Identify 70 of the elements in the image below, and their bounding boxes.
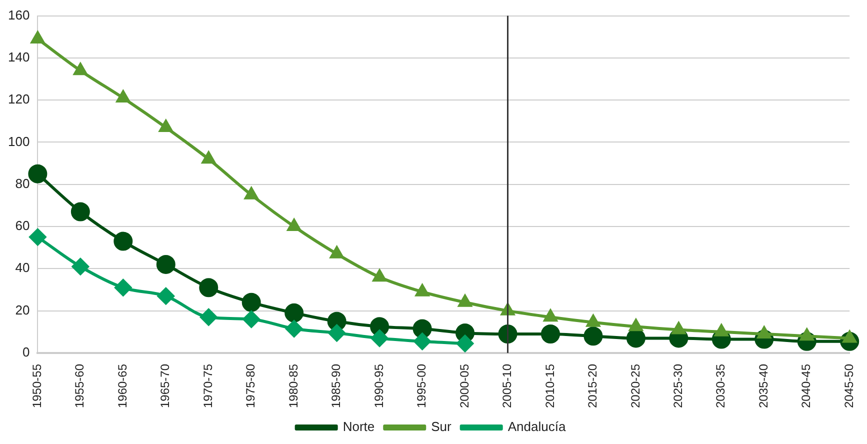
point xyxy=(200,308,218,326)
point xyxy=(29,228,46,246)
legend-label: Andalucía xyxy=(508,419,566,434)
point xyxy=(584,326,603,346)
x-tick-label: 2025-30 xyxy=(670,364,685,408)
point xyxy=(156,254,176,274)
point xyxy=(371,330,388,347)
point xyxy=(414,332,431,350)
x-tick-label: 1955-60 xyxy=(72,364,87,408)
point xyxy=(116,90,130,102)
x-tick-label: 2000-05 xyxy=(457,364,472,408)
y-tick-label: 140 xyxy=(8,50,30,65)
x-tick-label: 1980-85 xyxy=(286,364,300,408)
x-tick-label: 2015-20 xyxy=(586,364,600,408)
x-tick-label: 2040-45 xyxy=(799,364,814,408)
legend-label: Norte xyxy=(342,419,375,434)
x-tick-label: 1950-55 xyxy=(30,364,44,408)
point xyxy=(672,322,686,334)
x-tick-label: 1965-70 xyxy=(158,364,172,408)
point xyxy=(456,334,474,352)
point xyxy=(70,202,90,222)
point xyxy=(74,63,88,76)
point xyxy=(412,319,432,338)
point xyxy=(714,324,728,336)
point xyxy=(757,326,771,338)
y-tick-label: 80 xyxy=(15,176,30,191)
point xyxy=(244,187,258,200)
y-tick-label: 40 xyxy=(15,260,30,276)
x-tick-label: 1995-00 xyxy=(414,364,429,408)
point xyxy=(586,314,600,327)
point xyxy=(157,288,174,305)
y-tick-label: 60 xyxy=(15,218,30,234)
point xyxy=(284,303,304,322)
x-tick-label: 1970-75 xyxy=(200,364,215,408)
x-tick-label: 1960-65 xyxy=(115,364,130,408)
point xyxy=(30,31,44,44)
point xyxy=(72,258,89,276)
y-tick-label: 120 xyxy=(8,92,30,107)
x-tick-label: 2005-10 xyxy=(500,364,514,408)
x-tick-label: 2035-40 xyxy=(756,364,770,408)
x-tick-label: 2030-35 xyxy=(714,364,728,408)
point xyxy=(114,232,133,251)
point xyxy=(416,284,429,296)
point xyxy=(328,324,346,342)
point xyxy=(458,294,472,307)
y-tick-label: 20 xyxy=(15,302,30,318)
x-tick-label: 1985-90 xyxy=(329,364,344,408)
point xyxy=(199,278,218,298)
point xyxy=(330,246,344,258)
point xyxy=(629,319,643,332)
x-tick-label: 2045-50 xyxy=(842,364,856,408)
x-tick-label: 1990-95 xyxy=(372,364,386,408)
y-tick-label: 100 xyxy=(8,134,30,149)
y-tick-label: 0 xyxy=(22,344,30,360)
point xyxy=(159,120,173,132)
x-tick-label: 2010-15 xyxy=(542,364,557,408)
point xyxy=(372,270,386,282)
point xyxy=(286,320,303,338)
point xyxy=(242,292,261,312)
point xyxy=(28,164,48,184)
point xyxy=(114,279,132,296)
y-tick-label: 160 xyxy=(8,7,30,22)
point xyxy=(540,324,560,344)
point xyxy=(242,310,260,328)
point xyxy=(202,152,216,164)
x-tick-label: 2020-25 xyxy=(628,364,642,408)
legend-label: Sur xyxy=(431,419,452,434)
point xyxy=(287,219,301,232)
point xyxy=(544,310,558,322)
x-tick-label: 1975-80 xyxy=(244,364,258,408)
